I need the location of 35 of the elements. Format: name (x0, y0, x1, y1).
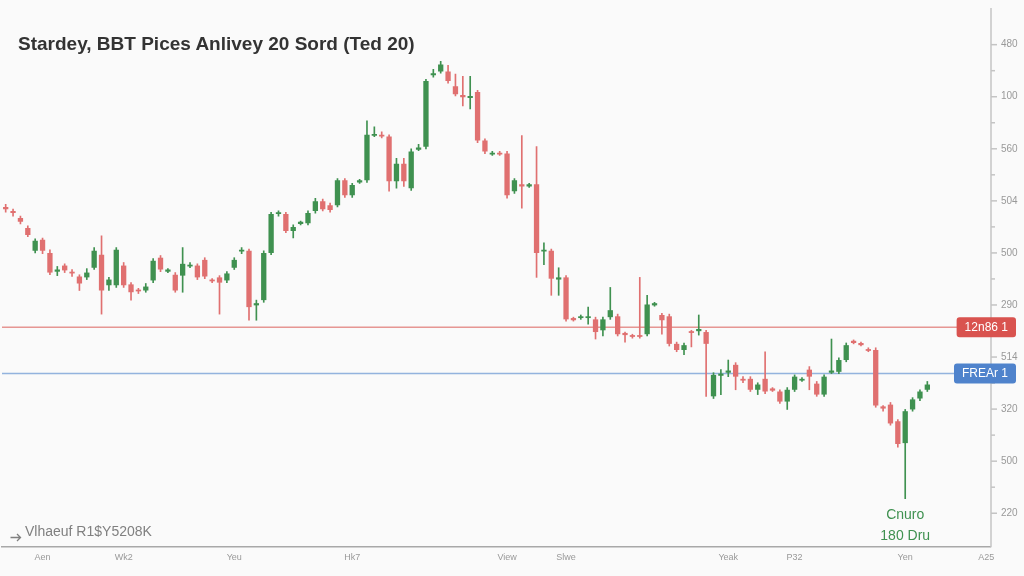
text: 500 (1001, 454, 1019, 466)
candlestick (740, 376, 746, 384)
chart-title: Stardey, BBT Pices Anlivey 20 Sord (Ted 20) (18, 33, 415, 55)
candlestick (379, 131, 385, 139)
text: 290 (1001, 298, 1019, 310)
candlestick (718, 369, 724, 395)
text: 500 (1001, 246, 1019, 258)
text: 220 (1001, 506, 1019, 518)
text: Cnuro 180 Dru (880, 505, 931, 543)
x-tick-label: Yen (897, 552, 913, 563)
text: 320 (1001, 402, 1019, 414)
text: 480 (1001, 38, 1019, 50)
x-tick-label: Yeak (718, 552, 739, 563)
x-tick-label: Aen (34, 552, 51, 563)
text: Vlhaeuf R1$Y5208K (25, 523, 153, 540)
x-tick-label: A25 (978, 552, 995, 563)
x-tick-label: P32 (786, 552, 803, 563)
text: 504 (1001, 194, 1019, 206)
text: 100 (1001, 90, 1019, 102)
ref-line-label: FREAr 1 (961, 366, 1009, 381)
candlestick (607, 287, 613, 320)
candlestick (703, 329, 709, 397)
x-tick-label: Yeu (226, 552, 242, 563)
candlestick (556, 267, 562, 296)
ref-line-label: 12n86 1 (964, 320, 1009, 335)
x-tick-label: Hk7 (344, 552, 361, 563)
x-tick-label: View (497, 552, 518, 563)
x-tick-label: Slwe (556, 552, 576, 563)
candlestick (659, 312, 665, 335)
candlestick (541, 242, 547, 266)
text: 514 (1001, 350, 1019, 362)
candlestick (637, 277, 643, 339)
candlestick (585, 306, 591, 325)
x-tick-label: Wk2 (114, 552, 133, 563)
text: 560 (1001, 142, 1019, 154)
